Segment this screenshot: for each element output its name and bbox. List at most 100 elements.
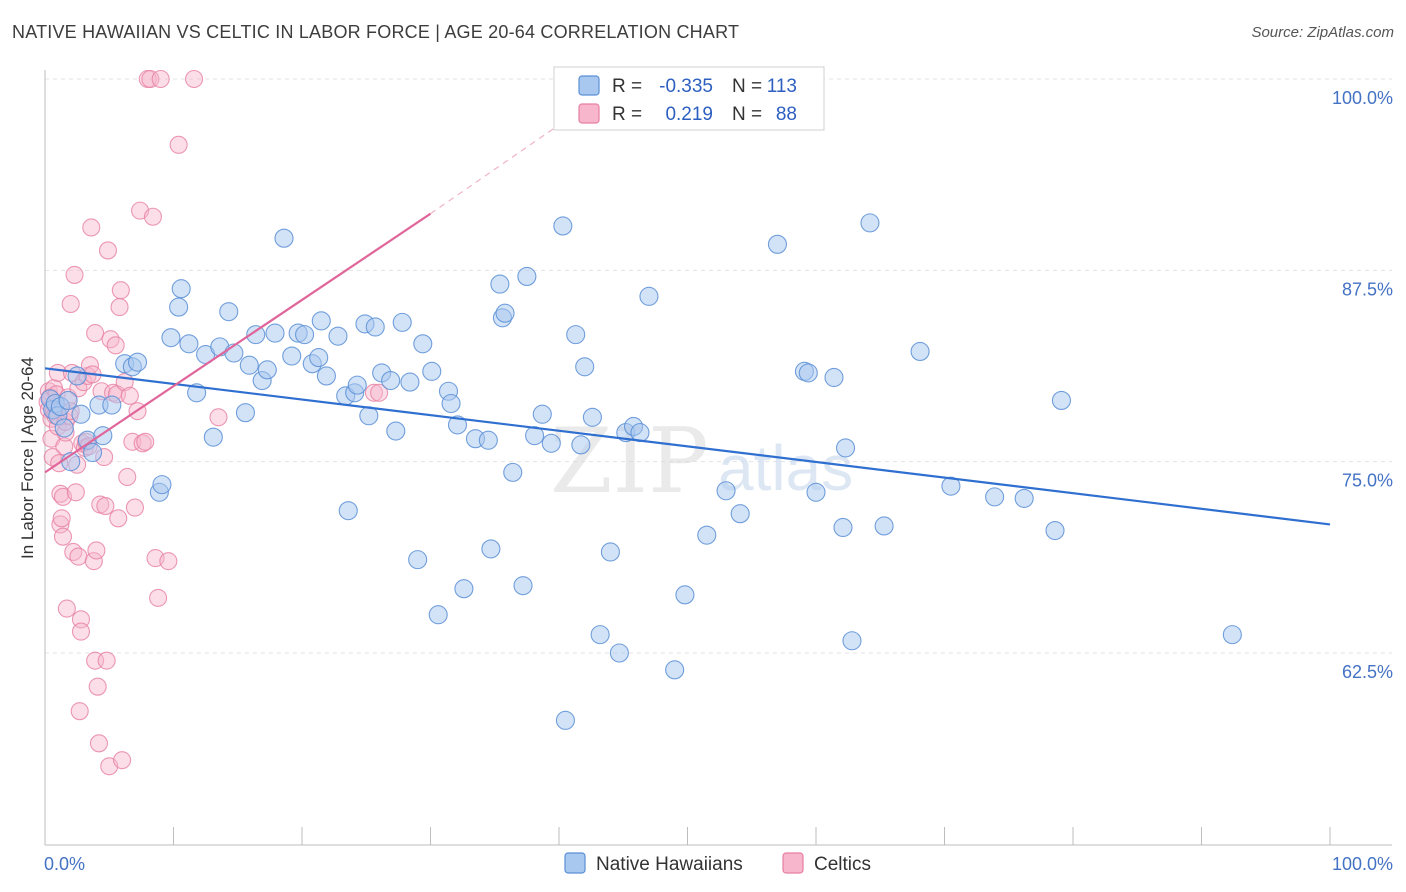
celtics-point-86 bbox=[364, 383, 384, 402]
celtics-point-47 bbox=[86, 324, 105, 343]
native-hawaiians-point-95 bbox=[767, 234, 788, 254]
native-hawaiians-point-101 bbox=[836, 438, 856, 458]
celtics-point-77 bbox=[141, 69, 160, 89]
legend-n-value-1: 113 bbox=[767, 76, 797, 97]
native-hawaiians-point-37 bbox=[282, 346, 302, 366]
celtics-point-22 bbox=[57, 599, 76, 618]
native-hawaiians-point-44 bbox=[328, 326, 348, 346]
celtics-point-30 bbox=[66, 483, 85, 502]
celtics-point-33 bbox=[69, 547, 88, 566]
celtics-point-82 bbox=[159, 552, 178, 571]
native-hawaiians-point-56 bbox=[400, 372, 420, 392]
celtics-point-14 bbox=[51, 484, 70, 503]
legend-swatch-pink bbox=[578, 103, 600, 124]
celtics-trend-line bbox=[44, 212, 432, 474]
native-hawaiians-point-109 bbox=[1045, 520, 1065, 541]
bottom-legend-celtics: Celtics bbox=[814, 854, 871, 875]
native-hawaiians-point-64 bbox=[454, 579, 474, 599]
legend-n-label-2: N = bbox=[732, 104, 762, 125]
native-hawaiians-point-110 bbox=[1051, 390, 1071, 410]
native-hawaiians-point-94 bbox=[730, 504, 750, 524]
native-hawaiians-point-42 bbox=[311, 311, 331, 331]
native-hawaiians-point-92 bbox=[697, 525, 717, 545]
bottom-legend-swatch-pink bbox=[782, 852, 804, 874]
native-hawaiians-point-68 bbox=[490, 274, 510, 294]
native-hawaiians-point-100 bbox=[833, 517, 853, 538]
y-axis-title: In Labor Force | Age 20-64 bbox=[18, 357, 37, 559]
legend-swatch-blue bbox=[578, 75, 600, 96]
native-hawaiians-point-72 bbox=[513, 576, 533, 596]
axes bbox=[44, 70, 1392, 846]
celtics-point-34 bbox=[70, 702, 89, 721]
native-hawaiians-point-77 bbox=[555, 710, 575, 730]
native-hawaiians-point-59 bbox=[422, 361, 442, 381]
celtics-point-29 bbox=[65, 265, 84, 284]
native-hawaiians-point-106 bbox=[941, 476, 961, 496]
native-hawaiians-point-75 bbox=[532, 404, 552, 424]
celtics-point-65 bbox=[111, 281, 130, 300]
native-hawaiians-point-85 bbox=[609, 643, 629, 663]
celtics-point-75 bbox=[136, 432, 155, 451]
celtics-point-49 bbox=[87, 541, 106, 560]
native-hawaiians-point-73 bbox=[517, 266, 537, 287]
celtics-point-69 bbox=[120, 386, 139, 405]
y-tick-label-0: 100.0% bbox=[1332, 88, 1393, 108]
native-hawaiians-point-55 bbox=[392, 312, 412, 332]
native-hawaiians-point-9 bbox=[71, 404, 91, 424]
native-hawaiians-point-103 bbox=[860, 213, 880, 233]
native-hawaiians-points bbox=[40, 213, 1242, 730]
celtics-point-56 bbox=[97, 651, 116, 670]
legend-r-value-1: -0.335 bbox=[659, 76, 713, 97]
native-hawaiians-point-83 bbox=[590, 625, 610, 645]
celtics-point-26 bbox=[61, 294, 80, 314]
legend-n-value-2: 88 bbox=[776, 104, 797, 125]
native-hawaiians-point-90 bbox=[665, 660, 685, 680]
x-tick-labels: 0.0% 100.0% bbox=[44, 854, 1393, 874]
native-hawaiians-point-51 bbox=[365, 317, 385, 337]
celtics-point-35 bbox=[71, 610, 91, 629]
native-hawaiians-point-46 bbox=[338, 501, 358, 521]
native-hawaiians-point-58 bbox=[413, 334, 433, 354]
native-hawaiians-point-43 bbox=[316, 366, 336, 386]
legend-r-label-1: R = bbox=[612, 76, 642, 97]
source-label: Source: ZipAtlas.com bbox=[1251, 24, 1394, 41]
celtics-point-36 bbox=[71, 622, 91, 641]
native-hawaiians-point-62 bbox=[441, 393, 461, 414]
native-hawaiians-point-67 bbox=[481, 539, 501, 559]
celtics-point-64 bbox=[110, 298, 129, 317]
celtics-point-57 bbox=[98, 241, 118, 260]
native-hawaiians-point-41 bbox=[309, 348, 329, 368]
native-hawaiians-point-35 bbox=[265, 323, 285, 343]
y-tick-labels: 100.0% 87.5% 75.0% 62.5% bbox=[1332, 88, 1393, 682]
native-hawaiians-point-22 bbox=[171, 279, 191, 299]
legend-r-value-2: 0.219 bbox=[665, 104, 713, 125]
native-hawaiians-point-48 bbox=[347, 375, 367, 395]
legend-n-label-1: N = bbox=[732, 76, 762, 97]
native-hawaiians-point-20 bbox=[161, 328, 181, 348]
native-hawaiians-point-26 bbox=[203, 427, 223, 447]
native-hawaiians-point-34 bbox=[257, 360, 277, 380]
legend-r-label-2: R = bbox=[612, 104, 642, 125]
native-hawaiians-point-19 bbox=[152, 475, 172, 495]
celtics-point-81 bbox=[151, 69, 170, 89]
celtics-point-61 bbox=[106, 336, 125, 355]
celtics-point-55 bbox=[96, 497, 115, 516]
native-hawaiians-point-82 bbox=[582, 407, 602, 427]
celtics-point-68 bbox=[118, 467, 137, 487]
native-hawaiians-point-53 bbox=[381, 370, 401, 391]
celtics-point-83 bbox=[169, 135, 188, 154]
native-hawaiians-point-23 bbox=[179, 334, 199, 354]
y-tick-label-2: 75.0% bbox=[1342, 471, 1393, 491]
native-hawaiians-point-76 bbox=[541, 433, 561, 453]
celtics-point-63 bbox=[109, 509, 128, 528]
native-hawaiians-point-84 bbox=[600, 542, 620, 562]
native-hawaiians-point-5 bbox=[54, 418, 74, 438]
native-hawaiians-point-102 bbox=[842, 631, 862, 651]
celtics-point-16 bbox=[52, 509, 71, 528]
native-hawaiians-point-57 bbox=[408, 550, 428, 570]
native-hawaiians-point-98 bbox=[806, 482, 826, 502]
native-hawaiians-point-60 bbox=[428, 605, 448, 625]
celtics-trend-extension bbox=[430, 124, 560, 215]
celtics-point-46 bbox=[84, 552, 103, 571]
native-hawaiians-point-31 bbox=[239, 355, 259, 375]
